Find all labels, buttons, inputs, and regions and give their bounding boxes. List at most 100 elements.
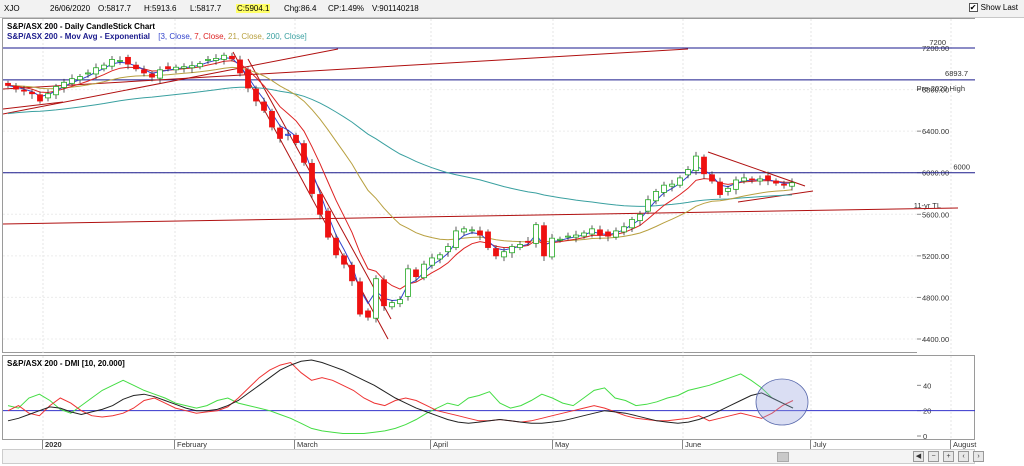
candle-body [573, 234, 579, 238]
price-chart[interactable]: 7200.006800.006400.006000.005600.005200.… [3, 19, 976, 354]
trendline [3, 48, 339, 115]
candle-body [341, 255, 347, 265]
candle-body [165, 66, 171, 70]
candle-body [773, 180, 779, 184]
month-label: August [953, 440, 977, 449]
candle-body [701, 156, 707, 175]
candle-body [413, 269, 419, 278]
candle-body [645, 199, 651, 212]
candle-body [725, 187, 731, 192]
show-last-checkbox[interactable]: ✔ [968, 3, 978, 12]
candle-body [621, 226, 627, 233]
candle-body [597, 229, 603, 236]
candle-body [37, 94, 43, 102]
candle-body [141, 69, 147, 74]
candle-body [309, 162, 315, 194]
candle-body [757, 178, 763, 182]
show-last-label: Show Last [980, 3, 1018, 12]
scroll-thumb[interactable] [777, 452, 789, 462]
candle-body [637, 213, 643, 221]
x-axis: 2020 February March April May June July August [2, 440, 977, 449]
trendline [737, 190, 814, 203]
candle-body [765, 175, 771, 181]
eleven-year-tl-label: 11-yr TL [914, 201, 941, 210]
month-label: May [555, 440, 570, 449]
candle-body [565, 235, 571, 238]
trendline [707, 151, 806, 187]
scroll-next-icon[interactable]: › [973, 451, 984, 462]
month-tick [430, 440, 431, 449]
candle-body [21, 89, 27, 92]
dmi-series-adx [7, 359, 794, 424]
ma3-line [7, 57, 793, 305]
dmi-y-tick-label: 0 [923, 432, 927, 441]
open-value: O:5817.7 [98, 4, 131, 13]
candle-body [109, 59, 115, 67]
candle-body [357, 281, 363, 315]
month-tick [294, 440, 295, 449]
candle-body [525, 240, 531, 243]
candle-body [261, 101, 267, 111]
level-6893-label: 6893.7 [945, 69, 968, 78]
dmi-panel[interactable]: 0 20 40 S&P/ASX 200 - DMI [10, 20.000] [2, 355, 976, 441]
trendline [3, 207, 959, 225]
month-label: February [177, 440, 208, 449]
candle-body [373, 278, 379, 319]
month-label: July [813, 440, 827, 449]
candle-body [293, 134, 299, 143]
candle-body [125, 56, 131, 65]
price-chart-panel[interactable]: 7200.00 6800.00 6400.00 6000.00 5600.00 5200.… [2, 18, 976, 354]
candle-body [397, 299, 403, 305]
ma-title: S&P/ASX 200 - Mov Avg - Exponential [3, … [7, 32, 307, 41]
month-tick [174, 440, 175, 449]
zoom-out-icon[interactable]: − [928, 451, 939, 462]
month-label: 2020 [45, 440, 62, 449]
candle-body [581, 232, 587, 237]
candle-body [693, 155, 699, 172]
zoom-in-icon[interactable]: + [943, 451, 954, 462]
candle-body [333, 237, 339, 256]
candle-body [69, 78, 75, 84]
quote-toolbar: XJO 26/06/2020 O:5817.7 H:5913.6 L:5817.… [0, 0, 1024, 18]
candle-body [733, 179, 739, 190]
candle-body [277, 127, 283, 139]
candle-body [501, 251, 507, 258]
candle-body [229, 55, 235, 60]
candle-body [709, 174, 715, 182]
candle-body [85, 72, 91, 75]
candle-body [61, 81, 67, 88]
pre2020-high-label: Pre-2020 High [917, 84, 965, 93]
candle-body [325, 210, 331, 238]
candle-body [317, 194, 323, 215]
scroll-prev-icon[interactable]: ‹ [958, 451, 969, 462]
candle-body [517, 244, 523, 248]
candle-body [13, 86, 19, 90]
price-y-tick-label: 4400.00 [922, 335, 949, 344]
candle-body [45, 93, 51, 99]
candle-body [781, 183, 787, 186]
month-tick [42, 440, 43, 449]
candle-body [541, 225, 547, 257]
candle-body [421, 263, 427, 279]
candle-body [173, 66, 179, 71]
candle-body [469, 229, 475, 232]
candle-body [741, 177, 747, 182]
candle-body [461, 228, 467, 233]
price-y-tick-label: 4800.00 [922, 293, 949, 302]
price-y-tick-label: 5200.00 [922, 252, 949, 261]
candle-body [213, 57, 219, 61]
trendline [247, 58, 392, 320]
level-6000-label: 6000 [953, 163, 970, 172]
show-last-toggle[interactable]: ✔ Show Last [968, 3, 1018, 12]
candle-body [677, 177, 683, 186]
candle-body [509, 246, 515, 254]
candle-body [661, 184, 667, 193]
scroll-first-icon[interactable]: ◀ [913, 451, 924, 462]
month-tick [552, 440, 553, 449]
candle-body [429, 257, 435, 266]
candle-body [117, 60, 123, 62]
ma-param-21: 21, Close, [228, 32, 267, 41]
level-7200-label: 7200 [929, 38, 946, 47]
horizontal-scrollbar[interactable]: ◀ − + ‹ › [2, 449, 984, 464]
